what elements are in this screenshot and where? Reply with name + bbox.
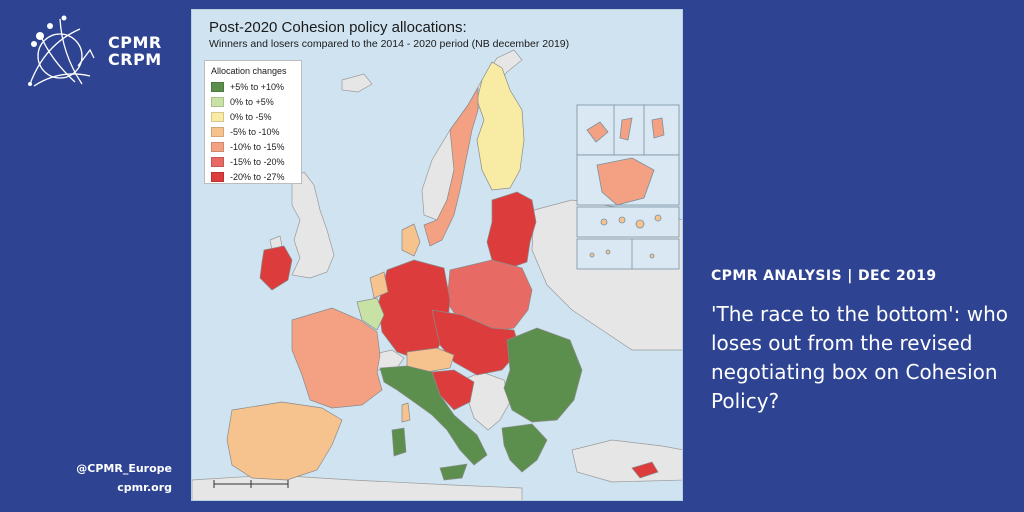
legend-label: -5% to -10% [230, 126, 280, 137]
legend-label: 0% to -5% [230, 111, 272, 122]
map-legend: Allocation changes +5% to +10% 0% to +5%… [204, 60, 302, 184]
legend-item: 0% to +5% [211, 94, 295, 109]
logo-line-2: CRPM [108, 50, 162, 69]
legend-item: +5% to +10% [211, 79, 295, 94]
legend-item: -5% to -10% [211, 124, 295, 139]
legend-label: 0% to +5% [230, 96, 274, 107]
legend-swatch [211, 111, 224, 122]
scale-bar [213, 480, 289, 488]
legend-label: -15% to -20% [230, 156, 285, 167]
analysis-headline: 'The race to the bottom': who loses out … [711, 302, 1009, 413]
legend-swatch [211, 171, 224, 182]
twitter-handle[interactable]: @CPMR_Europe [76, 462, 172, 475]
map-title: Post-2020 Cohesion policy allocations: [209, 19, 467, 36]
legend-swatch [211, 156, 224, 167]
legend-swatch [211, 126, 224, 137]
legend-title: Allocation changes [211, 66, 287, 76]
outermost-regions-insets [576, 104, 680, 270]
legend-item: 0% to -5% [211, 109, 295, 124]
analysis-heading: CPMR ANALYSIS | DEC 2019 [711, 268, 937, 284]
cpmr-logo-icon [28, 15, 95, 87]
logo-wordmark: CPMR CRPM [108, 34, 162, 68]
legend-label: -20% to -27% [230, 171, 285, 182]
legend-label: -10% to -15% [230, 141, 285, 152]
non-eu-land [192, 49, 682, 500]
map-subtitle: Winners and losers compared to the 2014 … [209, 38, 570, 50]
website-link[interactable]: cpmr.org [117, 481, 172, 494]
legend-item: -20% to -27% [211, 169, 295, 184]
legend-label: +5% to +10% [230, 81, 285, 92]
legend-item: -10% to -15% [211, 139, 295, 154]
cohesion-map: Post-2020 Cohesion policy allocations: W… [191, 9, 683, 501]
logo-line-1: CPMR [108, 33, 162, 52]
legend-swatch [211, 96, 224, 107]
legend-swatch [211, 141, 224, 152]
legend-swatch [211, 81, 224, 92]
legend-item: -15% to -20% [211, 154, 295, 169]
